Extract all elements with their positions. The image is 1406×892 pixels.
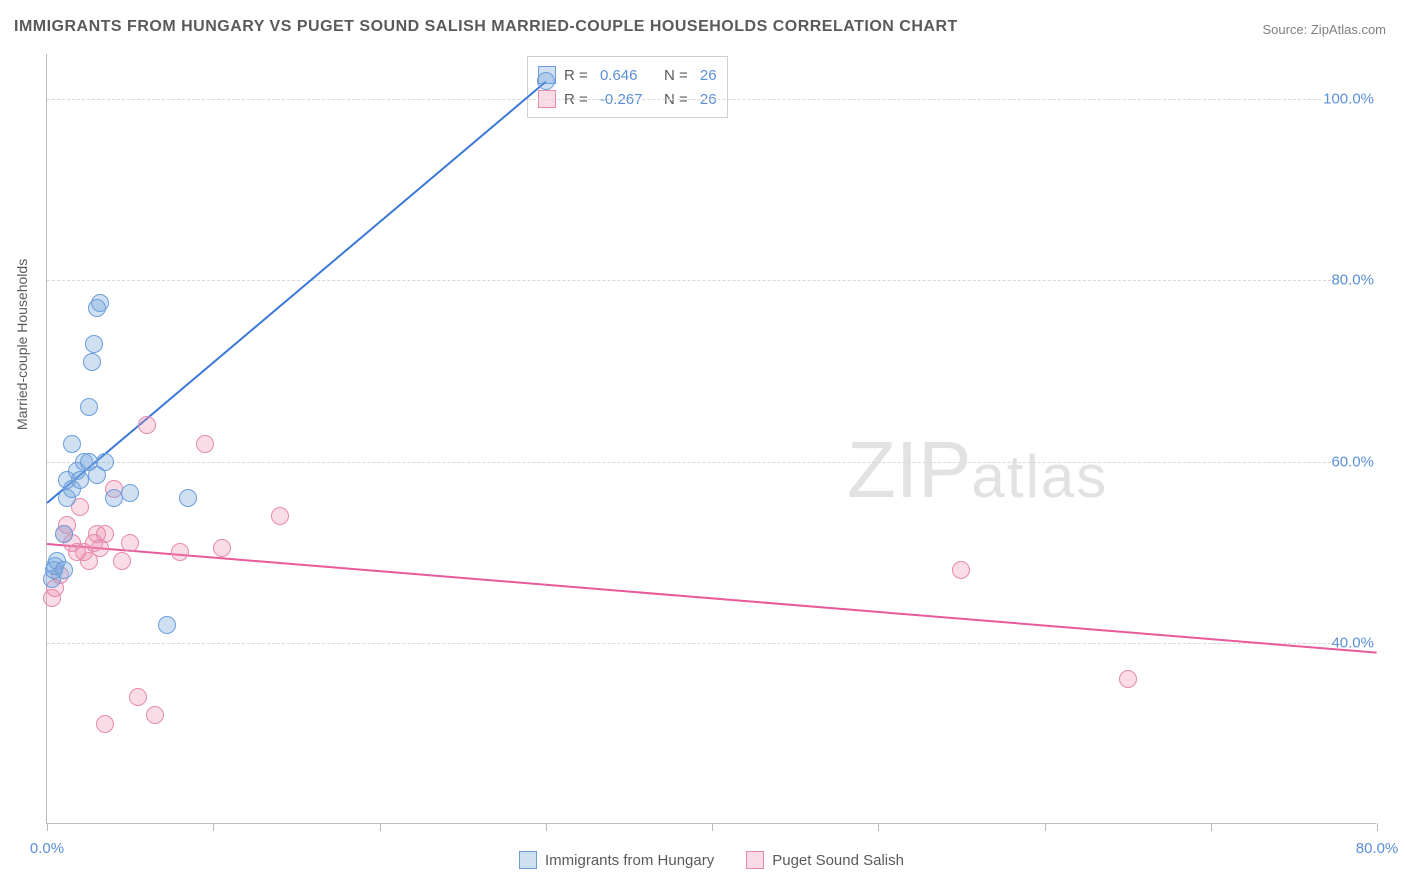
x-tick (1211, 823, 1212, 831)
x-tick (1045, 823, 1046, 831)
x-tick (546, 823, 547, 831)
gridline (47, 643, 1376, 644)
legend-swatch-blue-icon (519, 851, 537, 869)
data-point-pink (271, 507, 289, 525)
data-point-blue (179, 489, 197, 507)
legend-item-blue: Immigrants from Hungary (519, 851, 714, 869)
gridline (47, 280, 1376, 281)
x-tick (878, 823, 879, 831)
data-point-blue (83, 353, 101, 371)
legend-n-blue: 26 (700, 67, 717, 84)
data-point-pink (146, 706, 164, 724)
data-point-pink (96, 715, 114, 733)
data-point-pink (121, 534, 139, 552)
legend-swatch-pink-icon (746, 851, 764, 869)
x-tick (380, 823, 381, 831)
legend-r-blue: 0.646 (600, 67, 656, 84)
chart-title: IMMIGRANTS FROM HUNGARY VS PUGET SOUND S… (14, 18, 958, 36)
data-point-pink (138, 416, 156, 434)
legend-item-pink: Puget Sound Salish (746, 851, 904, 869)
data-point-pink (196, 435, 214, 453)
data-point-blue (96, 453, 114, 471)
data-point-pink (96, 525, 114, 543)
data-point-pink (113, 552, 131, 570)
data-point-blue (71, 471, 89, 489)
legend-r-label: R = (564, 67, 592, 84)
data-point-blue (85, 335, 103, 353)
series-legend: Immigrants from Hungary Puget Sound Sali… (47, 851, 1376, 869)
watermark: ZIPatlas (847, 424, 1108, 516)
data-point-blue (105, 489, 123, 507)
legend-label-pink: Puget Sound Salish (772, 852, 904, 869)
gridline (47, 462, 1376, 463)
data-point-blue (55, 525, 73, 543)
data-point-pink (1119, 670, 1137, 688)
data-point-pink (952, 561, 970, 579)
trendline-pink (47, 543, 1377, 654)
correlation-legend: R = 0.646 N = 26 R = -0.267 N = 26 (527, 56, 728, 118)
data-point-blue (91, 294, 109, 312)
x-tick-label: 80.0% (1356, 840, 1399, 857)
data-point-blue (537, 72, 555, 90)
x-tick (213, 823, 214, 831)
data-point-blue (121, 484, 139, 502)
x-tick (1377, 823, 1378, 831)
trendline-blue (46, 81, 546, 504)
x-tick (47, 823, 48, 831)
legend-row-blue: R = 0.646 N = 26 (538, 63, 717, 87)
data-point-pink (171, 543, 189, 561)
data-point-blue (80, 398, 98, 416)
data-point-blue (158, 616, 176, 634)
data-point-blue (55, 561, 73, 579)
data-point-pink (213, 539, 231, 557)
data-point-pink (129, 688, 147, 706)
y-tick-label: 60.0% (1331, 453, 1378, 470)
legend-label-blue: Immigrants from Hungary (545, 852, 714, 869)
chart-plot-area: ZIPatlas R = 0.646 N = 26 R = -0.267 N =… (46, 54, 1376, 824)
data-point-blue (63, 435, 81, 453)
chart-source: Source: ZipAtlas.com (1262, 22, 1386, 37)
y-tick-label: 100.0% (1323, 91, 1378, 108)
legend-n-label: N = (664, 67, 692, 84)
x-tick (712, 823, 713, 831)
x-tick-label: 0.0% (30, 840, 64, 857)
gridline (47, 99, 1376, 100)
y-tick-label: 80.0% (1331, 272, 1378, 289)
y-axis-label: Married-couple Households (14, 259, 30, 430)
